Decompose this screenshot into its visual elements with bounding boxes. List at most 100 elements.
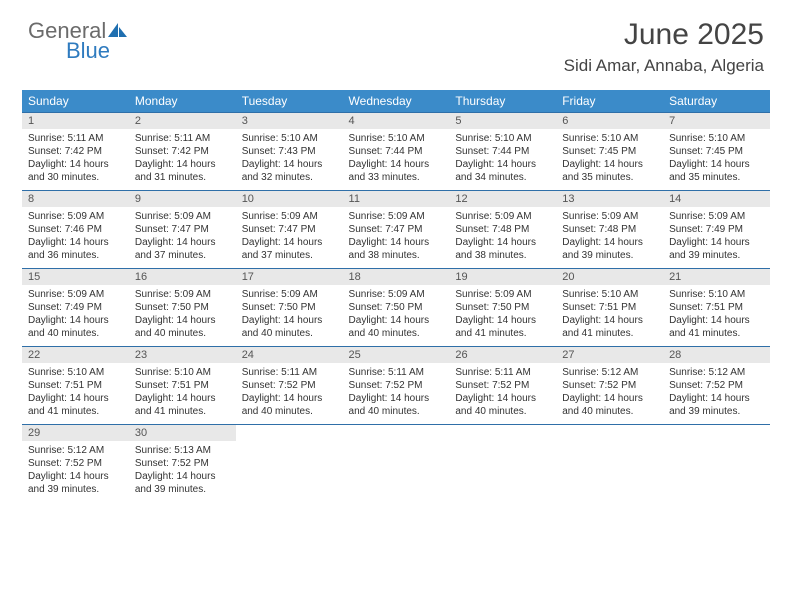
dow-friday: Friday xyxy=(556,90,663,113)
sunset-line: Sunset: 7:52 PM xyxy=(562,379,657,392)
sunrise-line: Sunrise: 5:11 AM xyxy=(28,132,123,145)
daylight-line: Daylight: 14 hours and 39 minutes. xyxy=(669,236,764,262)
title-block: June 2025 Sidi Amar, Annaba, Algeria xyxy=(564,18,764,76)
sunrise-line: Sunrise: 5:10 AM xyxy=(135,366,230,379)
sunrise-line: Sunrise: 5:11 AM xyxy=(135,132,230,145)
daylight-line: Daylight: 14 hours and 40 minutes. xyxy=(349,314,444,340)
sunset-line: Sunset: 7:48 PM xyxy=(455,223,550,236)
sunset-line: Sunset: 7:52 PM xyxy=(242,379,337,392)
sunrise-line: Sunrise: 5:09 AM xyxy=(135,288,230,301)
day-number: 10 xyxy=(236,191,343,207)
sunset-line: Sunset: 7:50 PM xyxy=(135,301,230,314)
daylight-line: Daylight: 14 hours and 39 minutes. xyxy=(135,470,230,496)
calendar-cell: .. xyxy=(449,425,556,503)
calendar-cell: 27Sunrise: 5:12 AMSunset: 7:52 PMDayligh… xyxy=(556,347,663,425)
sunrise-line: Sunrise: 5:09 AM xyxy=(242,288,337,301)
calendar-cell: 21Sunrise: 5:10 AMSunset: 7:51 PMDayligh… xyxy=(663,269,770,347)
location: Sidi Amar, Annaba, Algeria xyxy=(564,56,764,76)
calendar-cell: 7Sunrise: 5:10 AMSunset: 7:45 PMDaylight… xyxy=(663,113,770,191)
daylight-line: Daylight: 14 hours and 36 minutes. xyxy=(28,236,123,262)
calendar-cell: .. xyxy=(236,425,343,503)
sunrise-line: Sunrise: 5:10 AM xyxy=(242,132,337,145)
sunrise-line: Sunrise: 5:11 AM xyxy=(349,366,444,379)
sunrise-line: Sunrise: 5:10 AM xyxy=(669,288,764,301)
day-number: 21 xyxy=(663,269,770,285)
sunrise-line: Sunrise: 5:09 AM xyxy=(28,288,123,301)
calendar-cell: 24 Sunrise: 5:11 AMSunset: 7:52 PMDayligh… xyxy=(236,347,343,425)
day-number: 17 xyxy=(236,269,343,285)
day-number: 3 xyxy=(236,113,343,129)
day-body: Sunrise: 5:10 AMSunset: 7:51 PMDaylight:… xyxy=(22,363,129,424)
day-body: Sunrise: 5:09 AMSunset: 7:48 PMDaylight:… xyxy=(556,207,663,268)
sunset-line: Sunset: 7:51 PM xyxy=(28,379,123,392)
day-body: Sunrise: 5:09 AMSunset: 7:50 PMDaylight:… xyxy=(129,285,236,346)
sunrise-line: Sunrise: 5:10 AM xyxy=(562,132,657,145)
sunrise-line: Sunrise: 5:10 AM xyxy=(28,366,123,379)
calendar-cell: 29Sunrise: 5:12 AMSunset: 7:52 PMDayligh… xyxy=(22,425,129,503)
day-number: 27 xyxy=(556,347,663,363)
day-number: 22 xyxy=(22,347,129,363)
daylight-line: Daylight: 14 hours and 40 minutes. xyxy=(242,314,337,340)
calendar-week-row: 15Sunrise: 5:09 AMSunset: 7:49 PMDayligh… xyxy=(22,269,770,347)
calendar-cell: 17Sunrise: 5:09 AMSunset: 7:50 PMDayligh… xyxy=(236,269,343,347)
daylight-line: Daylight: 14 hours and 37 minutes. xyxy=(242,236,337,262)
day-number: 2 xyxy=(129,113,236,129)
day-body: Sunrise: 5:09 AMSunset: 7:48 PMDaylight:… xyxy=(449,207,556,268)
calendar-table: Sunday Monday Tuesday Wednesday Thursday… xyxy=(22,90,770,502)
calendar-cell: 10Sunrise: 5:09 AMSunset: 7:47 PMDayligh… xyxy=(236,191,343,269)
day-body: Sunrise: 5:09 AMSunset: 7:47 PMDaylight:… xyxy=(129,207,236,268)
calendar-cell: 22Sunrise: 5:10 AMSunset: 7:51 PMDayligh… xyxy=(22,347,129,425)
day-number: 6 xyxy=(556,113,663,129)
day-body: Sunrise: 5:12 AMSunset: 7:52 PMDaylight:… xyxy=(22,441,129,502)
sunrise-line: Sunrise: 5:10 AM xyxy=(562,288,657,301)
month-title: June 2025 xyxy=(564,18,764,52)
day-number: 30 xyxy=(129,425,236,441)
sunrise-line: Sunrise: 5:09 AM xyxy=(242,210,337,223)
day-body: Sunrise: 5:10 AMSunset: 7:45 PMDaylight:… xyxy=(663,129,770,190)
daylight-line: Daylight: 14 hours and 35 minutes. xyxy=(562,158,657,184)
dow-monday: Monday xyxy=(129,90,236,113)
daylight-line: Daylight: 14 hours and 38 minutes. xyxy=(455,236,550,262)
daylight-line: Daylight: 14 hours and 41 minutes. xyxy=(135,392,230,418)
day-number: 26 xyxy=(449,347,556,363)
calendar-cell: 19Sunrise: 5:09 AMSunset: 7:50 PMDayligh… xyxy=(449,269,556,347)
day-body: Sunrise: 5:10 AMSunset: 7:51 PMDaylight:… xyxy=(663,285,770,346)
daylight-line: Daylight: 14 hours and 40 minutes. xyxy=(28,314,123,340)
sunset-line: Sunset: 7:47 PM xyxy=(242,223,337,236)
calendar-cell: 16Sunrise: 5:09 AMSunset: 7:50 PMDayligh… xyxy=(129,269,236,347)
sunrise-line: Sunrise: 5:13 AM xyxy=(135,444,230,457)
sunrise-line: Sunrise: 5:09 AM xyxy=(349,210,444,223)
calendar-week-row: 8Sunrise: 5:09 AMSunset: 7:46 PMDaylight… xyxy=(22,191,770,269)
day-number: 24 xyxy=(236,347,343,363)
calendar-cell: 23Sunrise: 5:10 AMSunset: 7:51 PMDayligh… xyxy=(129,347,236,425)
sunrise-line: Sunrise: 5:11 AM xyxy=(242,366,337,379)
sunset-line: Sunset: 7:52 PM xyxy=(135,457,230,470)
sunrise-line: Sunrise: 5:09 AM xyxy=(669,210,764,223)
day-body: Sunrise: 5:09 AMSunset: 7:46 PMDaylight:… xyxy=(22,207,129,268)
sunset-line: Sunset: 7:47 PM xyxy=(135,223,230,236)
day-number: 4 xyxy=(343,113,450,129)
daylight-line: Daylight: 14 hours and 40 minutes. xyxy=(135,314,230,340)
day-body: Sunrise: 5:09 AMSunset: 7:47 PMDaylight:… xyxy=(236,207,343,268)
daylight-line: Daylight: 14 hours and 39 minutes. xyxy=(28,470,123,496)
day-number: 8 xyxy=(22,191,129,207)
day-body: Sunrise: 5:10 AMSunset: 7:51 PMDaylight:… xyxy=(129,363,236,424)
day-body: Sunrise: 5:10 AMSunset: 7:44 PMDaylight:… xyxy=(449,129,556,190)
daylight-line: Daylight: 14 hours and 40 minutes. xyxy=(455,392,550,418)
calendar-cell: 20Sunrise: 5:10 AMSunset: 7:51 PMDayligh… xyxy=(556,269,663,347)
daylight-line: Daylight: 14 hours and 40 minutes. xyxy=(242,392,337,418)
day-number: 25 xyxy=(343,347,450,363)
dow-thursday: Thursday xyxy=(449,90,556,113)
day-body: Sunrise: 5:09 AMSunset: 7:49 PMDaylight:… xyxy=(663,207,770,268)
logo: GeneralBlue xyxy=(28,18,130,64)
calendar-week-row: 29Sunrise: 5:12 AMSunset: 7:52 PMDayligh… xyxy=(22,425,770,503)
day-number: 18 xyxy=(343,269,450,285)
daylight-line: Daylight: 14 hours and 35 minutes. xyxy=(669,158,764,184)
daylight-line: Daylight: 14 hours and 33 minutes. xyxy=(349,158,444,184)
day-number: 19 xyxy=(449,269,556,285)
calendar-week-row: 1Sunrise: 5:11 AMSunset: 7:42 PMDaylight… xyxy=(22,113,770,191)
day-body: Sunrise: 5:11 AMSunset: 7:52 PMDaylight:… xyxy=(449,363,556,424)
day-number: 5 xyxy=(449,113,556,129)
day-body: Sunrise: 5:09 AMSunset: 7:50 PMDaylight:… xyxy=(449,285,556,346)
day-number: 15 xyxy=(22,269,129,285)
